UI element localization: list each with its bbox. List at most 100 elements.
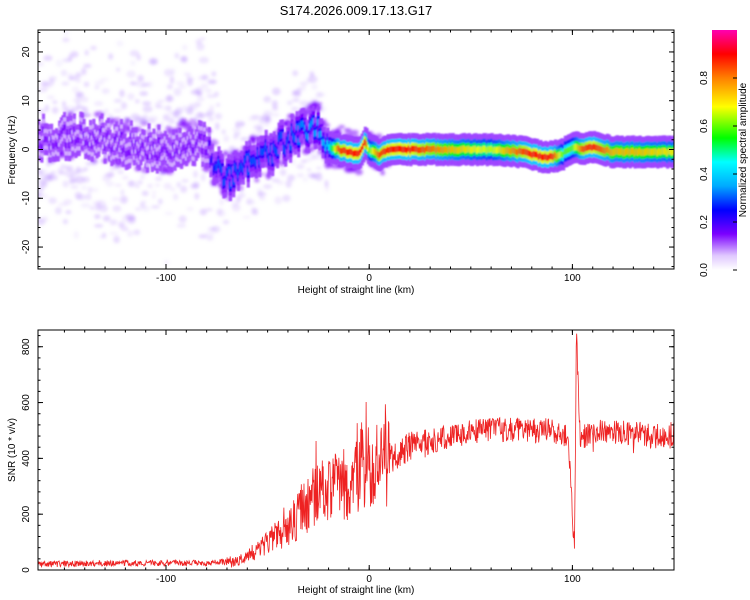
- ridge-cell: [110, 147, 114, 154]
- top-y-axis-label: Frequency (Hz): [7, 116, 18, 185]
- noise-blob: [219, 198, 225, 206]
- ridge-cell: [459, 146, 463, 153]
- top-y-tick-label: 10: [21, 95, 32, 107]
- colorbar: 0.0 0.2 0.4 0.6 0.8 Normalized spectral ampl…: [699, 30, 749, 277]
- noise-blob: [81, 67, 87, 76]
- ridge-cell: [306, 133, 310, 141]
- ridge-cell: [191, 147, 195, 154]
- noise-blob: [175, 107, 184, 114]
- ridge-band: [38, 105, 674, 202]
- ridge-cell: [592, 143, 597, 150]
- ridge-cell: [261, 149, 265, 156]
- noise-blob: [246, 197, 253, 205]
- noise-blob: [135, 185, 140, 189]
- noise-blob: [188, 103, 194, 110]
- ridge-cell: [223, 178, 228, 185]
- noise-blob: [120, 195, 128, 204]
- ridge-cell: [167, 150, 171, 157]
- noise-blob: [282, 194, 291, 202]
- noise-blob: [83, 63, 92, 68]
- ridge-cell: [529, 150, 533, 158]
- noise-blob: [127, 93, 135, 101]
- ridge-cell: [575, 143, 579, 151]
- ridge-cell: [433, 145, 437, 152]
- ridge-cell: [672, 148, 674, 155]
- ridge-cell: [136, 149, 140, 156]
- noise-blob: [238, 192, 246, 198]
- noise-blob: [199, 37, 206, 41]
- ridge-cell: [490, 145, 494, 152]
- ridge-cell: [536, 151, 540, 158]
- noise-blob: [306, 168, 312, 172]
- ridge-cell: [168, 152, 172, 159]
- ridge-cell: [90, 142, 94, 150]
- noise-blob: [60, 165, 69, 169]
- noise-blob: [254, 208, 259, 216]
- noise-blob: [71, 106, 79, 112]
- noise-blob: [259, 196, 266, 201]
- noise-blob: [163, 182, 172, 190]
- ridge-cell: [201, 147, 205, 155]
- noise-blob: [46, 95, 55, 100]
- noise-blob: [70, 51, 79, 58]
- ridge-cell: [586, 144, 590, 151]
- noise-blob: [271, 113, 280, 117]
- noise-blob: [236, 195, 242, 203]
- ridge-cell: [656, 149, 660, 156]
- noise-blob: [74, 175, 85, 184]
- colorbar-tick-label: 0.2: [699, 215, 710, 229]
- noise-blob: [292, 70, 299, 77]
- ridge-cell: [210, 156, 215, 163]
- noise-blob: [106, 113, 113, 118]
- noise-blob: [355, 169, 363, 176]
- bottom-y-axis-label: SNR (10 * v/v): [7, 418, 18, 482]
- noise-blob: [214, 91, 219, 97]
- noise-blob: [233, 131, 241, 136]
- noise-blob: [380, 170, 385, 176]
- noise-blob: [291, 158, 296, 166]
- noise-blob: [205, 208, 213, 212]
- noise-blob: [142, 101, 152, 106]
- noise-blob: [57, 167, 64, 175]
- bottom-y-tick-label: 0: [21, 567, 32, 573]
- noise-blob: [309, 145, 315, 152]
- ridge-cell: [542, 154, 546, 161]
- noise-blob: [302, 177, 308, 182]
- ridge-cell: [555, 153, 559, 160]
- noise-blob: [61, 81, 70, 86]
- ridge-cell: [134, 140, 138, 147]
- noise-blob: [157, 198, 163, 205]
- noise-blob: [113, 108, 123, 113]
- noise-blob: [206, 94, 217, 98]
- ridge-cell: [119, 131, 124, 138]
- ridge-cell: [128, 149, 132, 156]
- noise-blob: [194, 192, 200, 200]
- noise-blob: [318, 105, 327, 113]
- noise-blob: [344, 128, 352, 133]
- noise-blob: [291, 107, 299, 111]
- noise-blob: [314, 154, 321, 160]
- ridge-cell: [547, 154, 551, 161]
- noise-blob: [157, 99, 165, 104]
- noise-blob: [93, 101, 104, 106]
- noise-blob: [51, 106, 59, 114]
- ridge-cell: [588, 143, 592, 151]
- noise-blob: [85, 160, 95, 166]
- noise-blob: [38, 192, 44, 197]
- ridge-cell: [614, 148, 618, 155]
- ridge-cell: [427, 145, 431, 152]
- ridge-cell: [188, 138, 192, 146]
- noise-blob: [208, 116, 215, 122]
- noise-blob: [276, 180, 284, 185]
- ridge-cell: [326, 140, 330, 147]
- noise-blob: [173, 88, 182, 96]
- noise-blob: [169, 76, 175, 84]
- ridge-cell: [671, 149, 674, 156]
- noise-blob: [299, 100, 310, 106]
- noise-blob: [299, 81, 309, 86]
- noise-blob: [311, 173, 317, 178]
- ridge-cell: [227, 166, 231, 174]
- noise-blob: [164, 95, 175, 103]
- ridge-cell: [145, 153, 150, 160]
- noise-blob: [164, 211, 173, 215]
